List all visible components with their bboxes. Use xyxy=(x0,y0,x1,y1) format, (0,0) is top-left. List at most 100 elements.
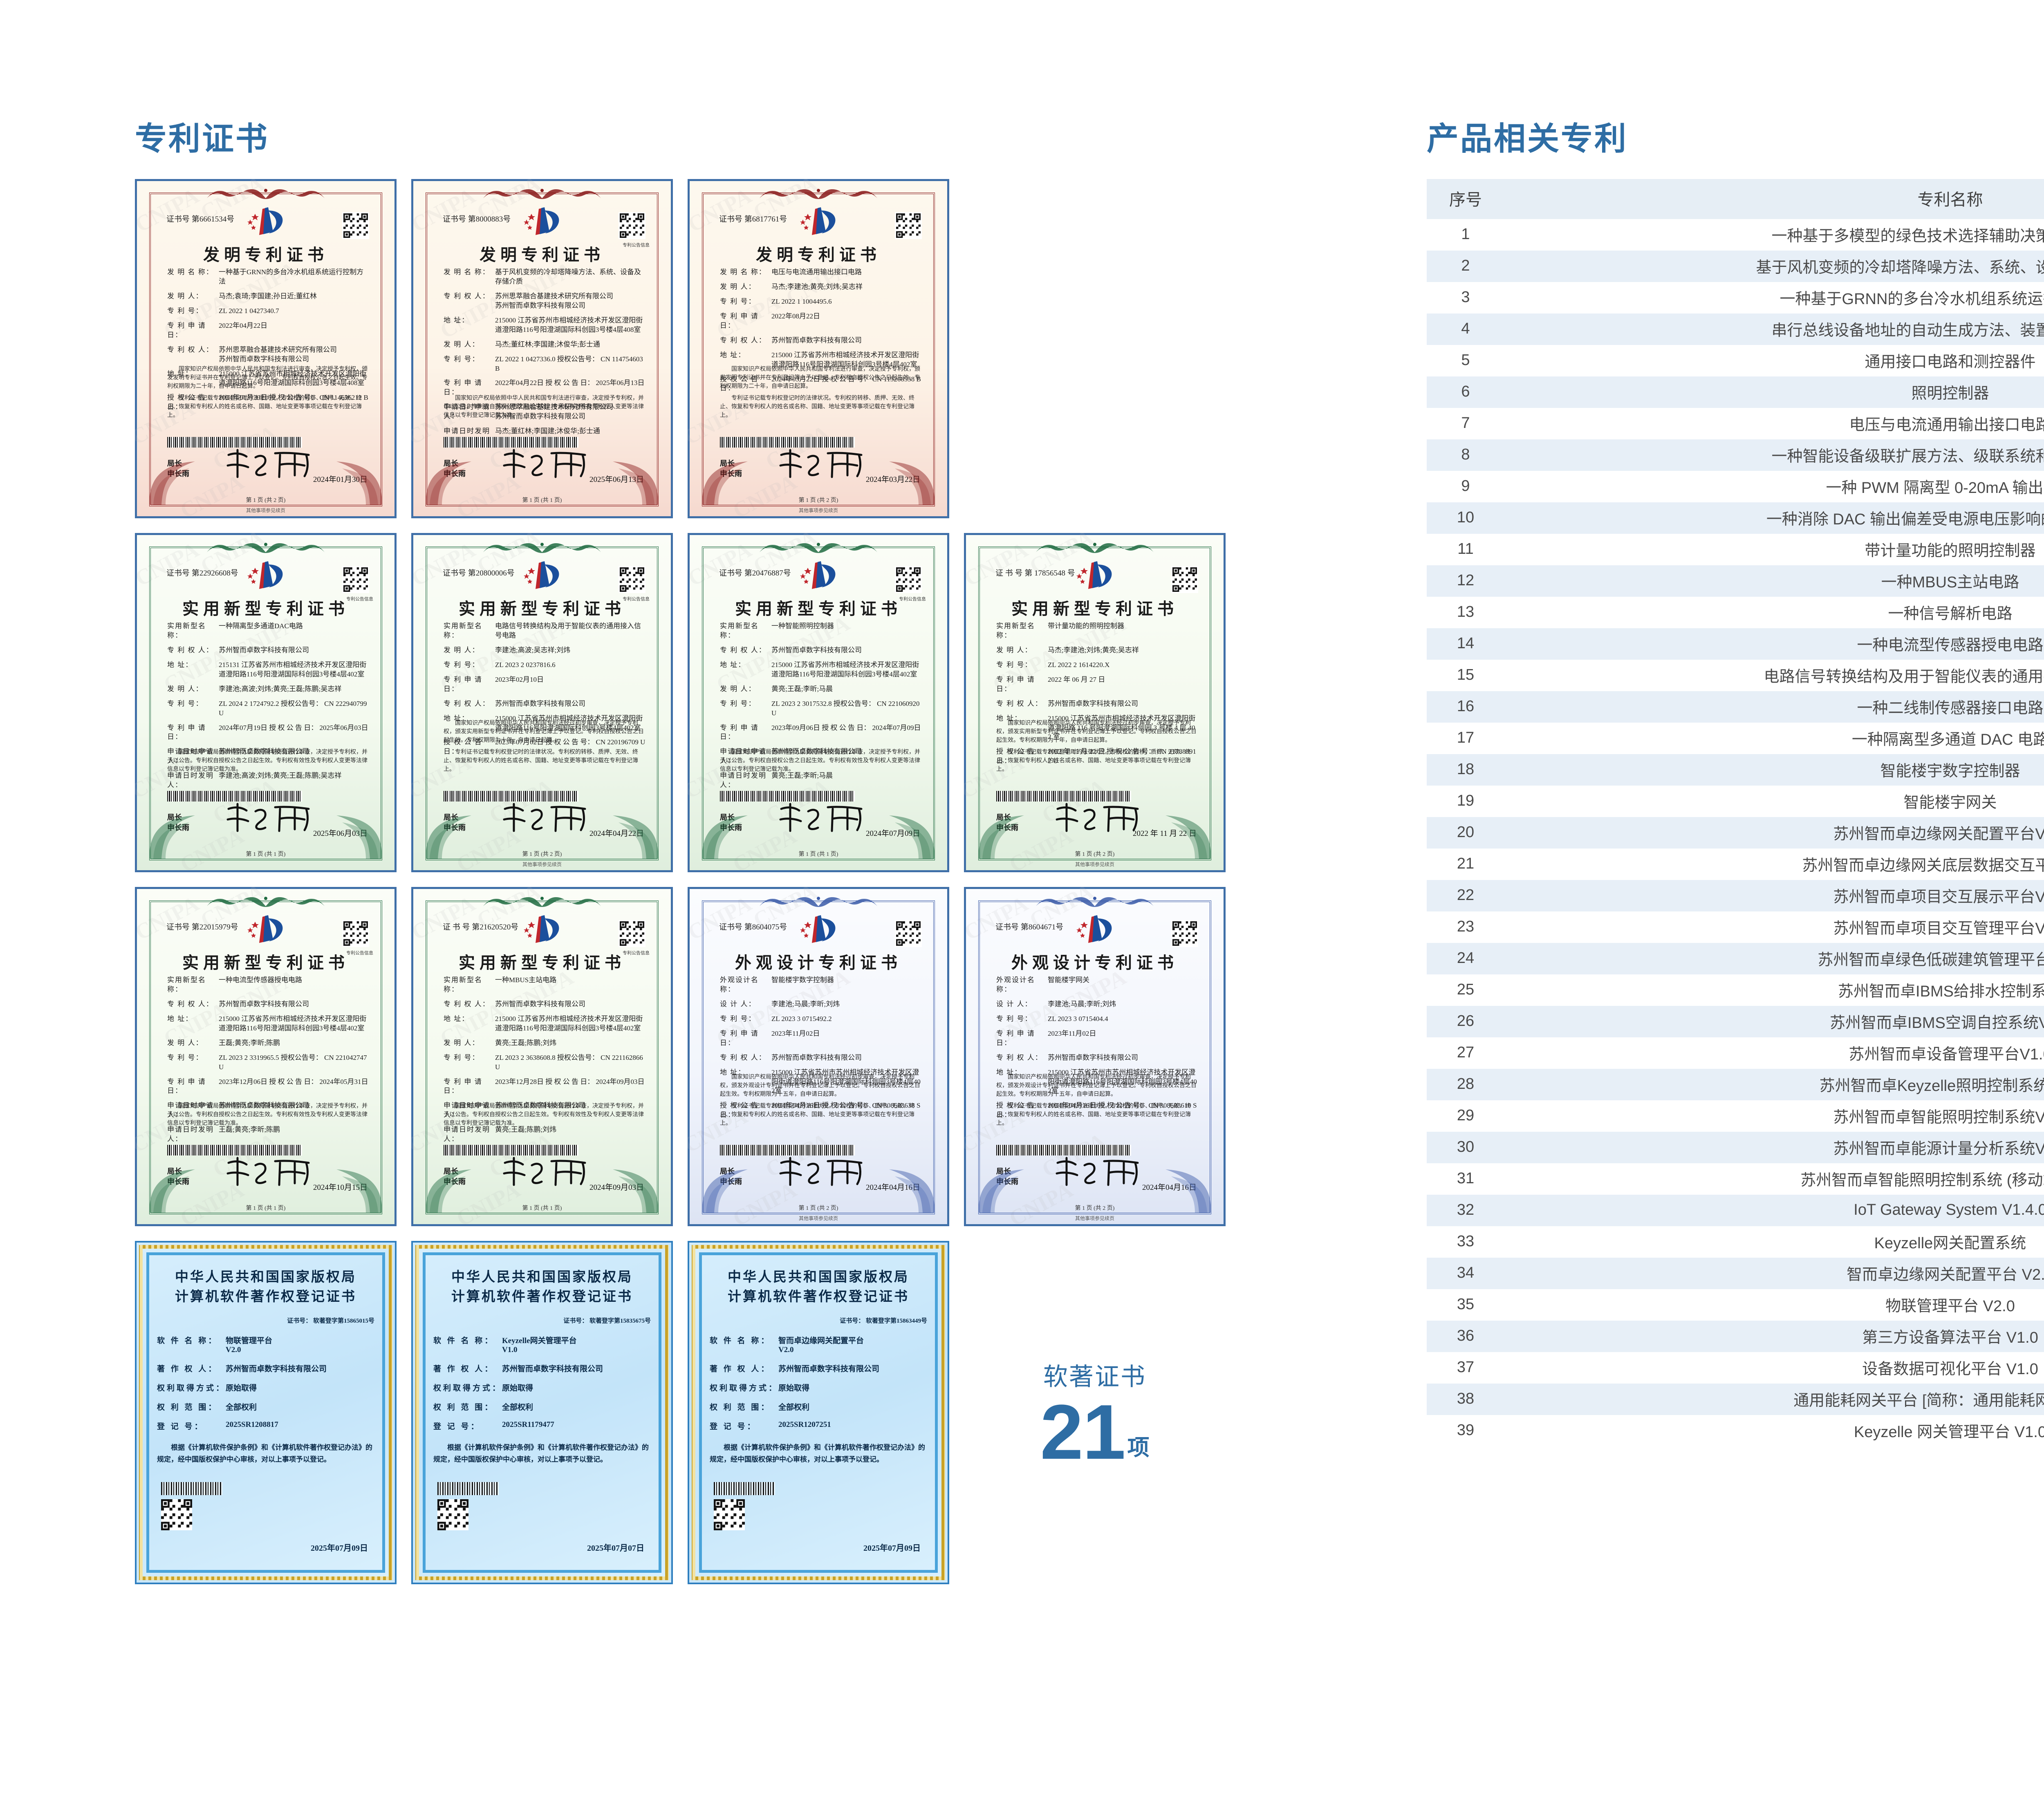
table-row[interactable]: 18 智能楼宇数字控制器 外观 xyxy=(1427,754,2044,786)
table-row[interactable]: 36 第三方设备算法平台 V1.0 软著 xyxy=(1427,1321,2044,1352)
soft-cert-field-value: 苏州智而卓数字科技有限公司 xyxy=(778,1364,880,1373)
table-row[interactable]: 26 苏州智而卓IBMS空调自控系统V1.0 软著 xyxy=(1427,1006,2044,1037)
table-row[interactable]: 20 苏州智而卓边缘网关配置平台V1.0 软著 xyxy=(1427,817,2044,849)
certificate-inner-border xyxy=(426,546,659,860)
table-row[interactable]: 30 苏州智而卓能源计量分析系统V1.0 软著 xyxy=(1427,1132,2044,1163)
patent-certificate-card[interactable]: CNIPACNIPACNIPACNIPACNIPACNIPACNIPA 证书号 … xyxy=(688,179,949,518)
table-row[interactable]: 27 苏州智而卓设备管理平台V1.0 软著 xyxy=(1427,1037,2044,1069)
qr-code-icon[interactable] xyxy=(619,212,645,239)
table-row[interactable]: 2 基于风机变频的冷却塔降噪方法、系统、设备及存储介质 发明 xyxy=(1427,251,2044,282)
qr-code-icon[interactable] xyxy=(619,566,645,593)
patent-certificate-card[interactable]: CNIPACNIPACNIPACNIPACNIPACNIPACNIPA 证书号 … xyxy=(411,533,673,872)
cert-field-key: 授 权 公 告 日： xyxy=(996,1102,1035,1119)
cert-field: 发 明 人： 马杰;董红林;李国建;沐俊华;彭士通 xyxy=(444,340,645,349)
soft-cert-field: 权 利 范 围： 全部权利 xyxy=(157,1401,380,1412)
table-row[interactable]: 25 苏州智而卓IBMS给排水控制系统 软著 xyxy=(1427,974,2044,1006)
qr-code-icon[interactable] xyxy=(895,920,922,947)
table-row[interactable]: 33 Keyzelle网关配置系统 软著 xyxy=(1427,1226,2044,1258)
table-row[interactable]: 24 苏州智而卓绿色低碳建筑管理平台V1.0 软著 xyxy=(1427,943,2044,974)
software-copyright-certificate-card[interactable]: 中华人民共和国国家版权局 计算机软件著作权登记证书 证书号： 软著登字第15835… xyxy=(411,1241,673,1584)
table-row[interactable]: 19 智能楼宇网关 外观 xyxy=(1427,786,2044,817)
table-row[interactable]: 11 带计量功能的照明控制器 实用新型 xyxy=(1427,534,2044,565)
table-row[interactable]: 8 一种智能设备级联扩展方法、级联系统和可存储介质 发明 xyxy=(1427,439,2044,471)
qr-code-icon[interactable] xyxy=(895,566,922,593)
software-certificate-number: 证书号： 软著登字第15863449号 xyxy=(840,1317,927,1324)
table-row[interactable]: 1 一种基于多模型的绿色技术选择辅助决策方法和系统 发明 xyxy=(1427,219,2044,251)
cert-field-value: 黄亮;王磊;李昕;马晨 xyxy=(771,772,833,780)
cell-index: 5 xyxy=(1461,352,1470,369)
qr-code-icon[interactable] xyxy=(342,566,369,593)
certificate-legal-text: 国家知识产权局依照中华人民共和国专利法进行审查，决定授予专利权，并予以公告。专利… xyxy=(444,1102,645,1131)
qr-code-icon[interactable] xyxy=(342,920,369,947)
qr-code-icon[interactable] xyxy=(895,212,922,239)
cert-field: 专 利 号： ZL 2023 3 0715492.2 xyxy=(720,1014,922,1024)
table-row[interactable]: 32 IoT Gateway System V1.4.0 软著 xyxy=(1427,1195,2044,1226)
certificate-legal-text: 国家知识产权局依照中华人民共和国专利法经过初步审查，决定授予专利权，颁发实用新型… xyxy=(996,719,1198,777)
cnipa-logo-icon xyxy=(247,561,283,589)
patent-certificate-card[interactable]: CNIPACNIPACNIPACNIPACNIPACNIPACNIPA 证书号 … xyxy=(964,887,1226,1226)
cnipa-logo-icon xyxy=(518,560,567,592)
certificate-page-indicator: 第 1 页 (共 2 页) xyxy=(1075,1205,1115,1211)
qr-code-icon xyxy=(437,1499,468,1530)
table-row[interactable]: 37 设备数据可视化平台 V1.0 软著 xyxy=(1427,1352,2044,1384)
qr-code-icon[interactable] xyxy=(1171,566,1198,593)
barcode-icon xyxy=(167,437,302,448)
patent-certificate-card[interactable]: CNIPACNIPACNIPACNIPACNIPACNIPACNIPA 证书号 … xyxy=(135,179,397,518)
soft-cert-field-key: 著 作 权 人： xyxy=(433,1364,495,1373)
qr-code-icon[interactable] xyxy=(161,1499,192,1530)
patent-certificate-card[interactable]: CNIPACNIPACNIPACNIPACNIPACNIPACNIPA 证书号 … xyxy=(688,887,949,1226)
table-row[interactable]: 31 苏州智而卓智能照明控制系统 (移动端) V1.0 软著 xyxy=(1427,1163,2044,1195)
corner-ornament-icon xyxy=(426,1169,471,1213)
table-row[interactable]: 14 一种电流型传感器授电电路 实用新型 xyxy=(1427,628,2044,660)
qr-code-icon[interactable] xyxy=(437,1499,468,1530)
table-row[interactable]: 16 一种二线制传感器接口电路 实用新型 xyxy=(1427,691,2044,723)
patent-certificate-card[interactable]: CNIPACNIPACNIPACNIPACNIPACNIPACNIPA 证 书 … xyxy=(964,533,1226,872)
qr-code-icon[interactable] xyxy=(1171,920,1198,947)
table-row[interactable]: 35 物联管理平台 V2.0 软著 xyxy=(1427,1289,2044,1321)
table-row[interactable]: 13 一种信号解析电路 实用新型 xyxy=(1427,597,2044,628)
table-row[interactable]: 10 一种消除 DAC 输出偏差受电源电压影响的电路及方法 发明 xyxy=(1427,502,2044,534)
cert-field-key: 专 利 号： xyxy=(167,307,204,315)
software-copyright-certificate-card[interactable]: 中华人民共和国国家版权局 计算机软件著作权登记证书 证书号： 软著登字第15865… xyxy=(135,1241,397,1584)
table-row[interactable]: 21 苏州智而卓边缘网关底层数据交互平台V1.0 软著 xyxy=(1427,849,2044,880)
table-row[interactable]: 9 一种 PWM 隔离型 0-20mA 输出电路 发明 xyxy=(1427,471,2044,502)
table-row[interactable]: 4 串行总线设备地址的自动生成方法、装置和存储介质 发明 xyxy=(1427,313,2044,345)
cert-field-key: 专 利 号： xyxy=(720,1014,756,1023)
cert-field-key: 地 址： xyxy=(167,661,193,669)
cell-index: 19 xyxy=(1457,792,1475,809)
qr-code-icon[interactable] xyxy=(342,212,369,239)
table-row[interactable]: 7 电压与电流通用输出接口电路 发明 xyxy=(1427,408,2044,439)
top-flourish-icon xyxy=(481,541,603,555)
cert-legal-paragraph: 国家知识产权局依照中华人民共和国专利法进行审查，决定授予专利权，并予以公告。专利… xyxy=(167,1103,368,1126)
cell-index: 35 xyxy=(1457,1296,1475,1313)
qr-code-icon[interactable] xyxy=(714,1499,745,1530)
table-row[interactable]: 12 一种MBUS主站电路 实用新型 xyxy=(1427,565,2044,597)
table-row[interactable]: 3 一种基于GRNN的多台冷水机组系统运行控制方法 发明 xyxy=(1427,282,2044,313)
patent-certificate-card[interactable]: CNIPACNIPACNIPACNIPACNIPACNIPACNIPA 证书号 … xyxy=(135,533,397,872)
table-row[interactable]: 17 一种隔离型多通道 DAC 电路 实用新型 xyxy=(1427,723,2044,754)
table-row[interactable]: 23 苏州智而卓项目交互管理平台V1.0 软著 xyxy=(1427,911,2044,943)
cert-field: 发 明 人： 马杰;袁琦;李国建;孙日近;董红林 xyxy=(167,292,369,301)
corner-ornament-icon xyxy=(336,815,382,859)
table-row[interactable]: 6 照明控制器 发明 xyxy=(1427,376,2044,408)
patent-certificate-card[interactable]: CNIPACNIPACNIPACNIPACNIPACNIPACNIPA 证书号 … xyxy=(688,533,949,872)
table-row[interactable]: 22 苏州智而卓项目交互展示平台V1.0 软著 xyxy=(1427,880,2044,911)
table-row[interactable]: 29 苏州智而卓智能照明控制系统V1.0 软著 xyxy=(1427,1100,2044,1132)
table-row[interactable]: 38 通用能耗网关平台 [简称：通用能耗网关] V2.0 软著 xyxy=(1427,1384,2044,1415)
table-row[interactable]: 15 电路信号转换结构及用于智能仪表的通用接入信号电路 实用新型 xyxy=(1427,660,2044,691)
cell-patent-name: IoT Gateway System V1.4.0 xyxy=(1504,1195,2044,1226)
table-row[interactable]: 28 苏州智而卓Keyzelle照明控制系统V1.0 软著 xyxy=(1427,1069,2044,1100)
certificate-row: CNIPACNIPACNIPACNIPACNIPACNIPACNIPA 证书号 … xyxy=(135,179,1382,518)
cell-index: 29 xyxy=(1457,1107,1475,1124)
patent-certificate-card[interactable]: CNIPACNIPACNIPACNIPACNIPACNIPACNIPA 证书号 … xyxy=(411,179,673,518)
software-certificate-note: 根据《计算机软件保护条例》和《计算机软件著作权登记办法》的规定，经中国版权保护中… xyxy=(157,1443,372,1463)
patent-certificate-card[interactable]: CNIPACNIPACNIPACNIPACNIPACNIPACNIPA 证书号 … xyxy=(135,887,397,1226)
software-copyright-certificate-card[interactable]: 中华人民共和国国家版权局 计算机软件著作权登记证书 证书号： 软著登字第15863… xyxy=(688,1241,949,1584)
patent-certificate-card[interactable]: CNIPACNIPACNIPACNIPACNIPACNIPACNIPA 证 书 … xyxy=(411,887,673,1226)
table-row[interactable]: 34 智而卓边缘网关配置平台 V2.0 软著 xyxy=(1427,1258,2044,1289)
cell-patent-name: 通用能耗网关平台 [简称：通用能耗网关] V2.0 xyxy=(1504,1384,2044,1415)
table-row[interactable]: 5 通用接口电路和测控器件 发明 xyxy=(1427,345,2044,376)
table-row[interactable]: 39 Keyzelle 网关管理平台 V1.0 软著 xyxy=(1427,1415,2044,1446)
certificate-paper: CNIPACNIPACNIPACNIPACNIPACNIPACNIPA 证书号 … xyxy=(688,533,947,872)
qr-code-icon[interactable] xyxy=(619,920,645,947)
